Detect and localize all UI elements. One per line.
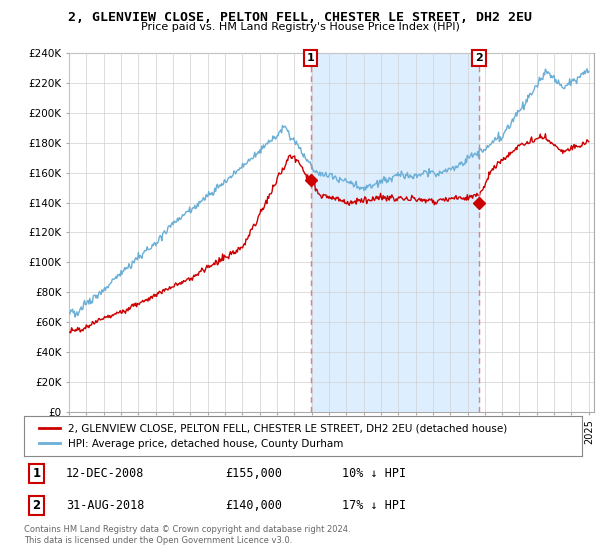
Text: 2: 2 xyxy=(32,499,40,512)
Bar xyxy=(311,53,479,412)
Text: Price paid vs. HM Land Registry's House Price Index (HPI): Price paid vs. HM Land Registry's House … xyxy=(140,22,460,32)
Text: 17% ↓ HPI: 17% ↓ HPI xyxy=(342,499,406,512)
Text: £155,000: £155,000 xyxy=(225,467,282,480)
Text: 1: 1 xyxy=(307,53,314,63)
Text: 2: 2 xyxy=(475,53,483,63)
Text: Contains HM Land Registry data © Crown copyright and database right 2024.
This d: Contains HM Land Registry data © Crown c… xyxy=(24,525,350,545)
Text: 1: 1 xyxy=(32,467,40,480)
Text: 12-DEC-2008: 12-DEC-2008 xyxy=(66,467,144,480)
Legend: 2, GLENVIEW CLOSE, PELTON FELL, CHESTER LE STREET, DH2 2EU (detached house), HPI: 2, GLENVIEW CLOSE, PELTON FELL, CHESTER … xyxy=(35,419,512,453)
Text: 10% ↓ HPI: 10% ↓ HPI xyxy=(342,467,406,480)
Text: 31-AUG-2018: 31-AUG-2018 xyxy=(66,499,144,512)
Text: 2, GLENVIEW CLOSE, PELTON FELL, CHESTER LE STREET, DH2 2EU: 2, GLENVIEW CLOSE, PELTON FELL, CHESTER … xyxy=(68,11,532,24)
Text: £140,000: £140,000 xyxy=(225,499,282,512)
